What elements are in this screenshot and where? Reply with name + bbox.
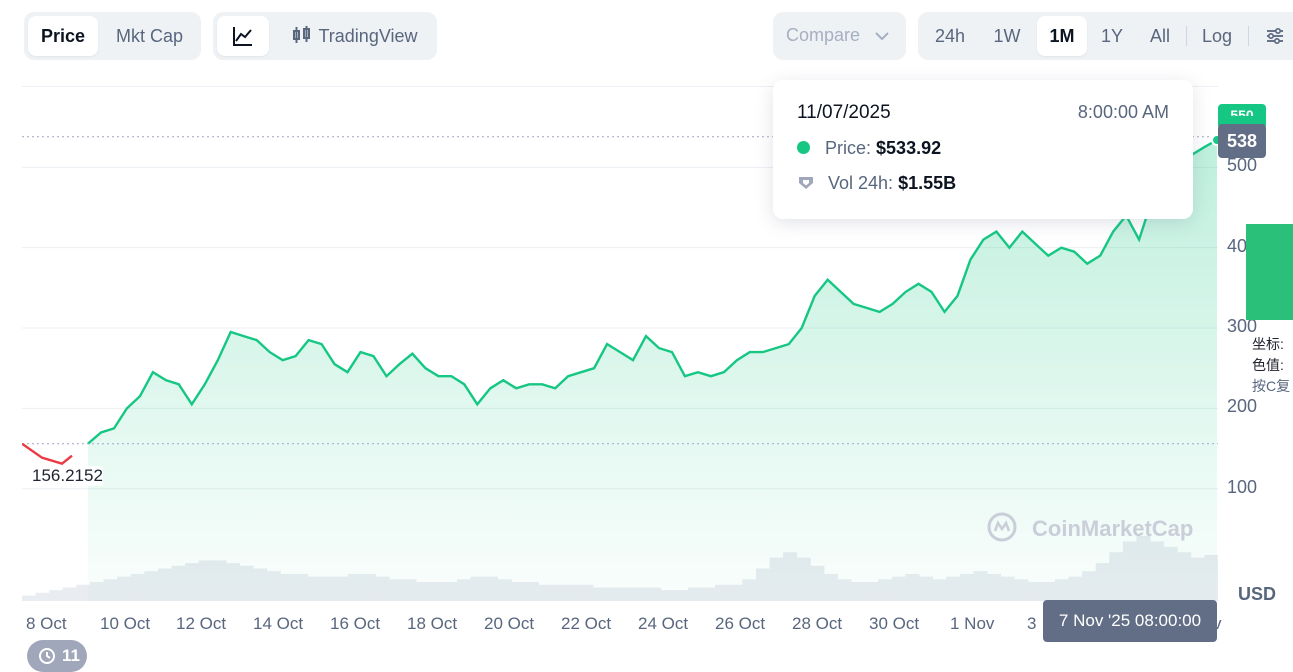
volume-icon	[799, 177, 813, 189]
divider	[1248, 26, 1249, 46]
watermark: CoinMarketCap	[1032, 516, 1194, 541]
settings-button[interactable]	[1258, 16, 1292, 56]
x-tick-label: 3	[1027, 614, 1037, 633]
current-price-tag: 538	[1218, 124, 1266, 158]
tooltip-time: 8:00:00 AM	[1077, 102, 1169, 122]
range-all[interactable]: All	[1149, 26, 1170, 46]
range-1w[interactable]: 1W	[993, 26, 1021, 46]
tab-mkt-cap[interactable]: Mkt Cap	[115, 26, 184, 46]
compare-dropdown[interactable]: Compare	[773, 12, 906, 60]
range-1m[interactable]: 1M	[1037, 16, 1087, 56]
x-tick-label: 26 Oct	[715, 614, 766, 633]
chart-type-toggle: Price Mkt Cap	[24, 12, 201, 60]
x-tick-label: 14 Oct	[253, 614, 304, 633]
volume-bar	[22, 595, 37, 601]
x-tick-label: 16 Oct	[330, 614, 381, 633]
x-tick-label: 22 Oct	[561, 614, 612, 633]
y-tick-label: 100	[1227, 476, 1258, 497]
chart-tooltip: 11/07/2025 8:00:00 AM Price: $533.92 Vol…	[773, 80, 1193, 219]
price-chart[interactable]	[22, 86, 1218, 601]
volume-bar	[35, 592, 50, 601]
history-icon	[39, 648, 55, 664]
volume-bar	[49, 590, 64, 601]
side-copy-hint: 按C复	[1252, 378, 1291, 394]
x-tick-label: 20 Oct	[484, 614, 535, 633]
tooltip-price-value: $533.92	[876, 138, 942, 158]
coinmarketcap-logo-icon	[987, 512, 1017, 542]
chevron-down-icon	[875, 32, 889, 41]
range-24h[interactable]: 24h	[934, 26, 966, 46]
green-dot-icon	[797, 141, 810, 154]
history-badge[interactable]: 11	[27, 640, 87, 672]
history-count: 11	[62, 646, 80, 665]
x-tick-label: 1 Nov	[950, 614, 995, 633]
log-toggle[interactable]: Log	[1201, 26, 1233, 46]
volume-bar	[76, 584, 91, 601]
line-chart-button[interactable]	[217, 16, 269, 56]
x-tick-label: 12 Oct	[176, 614, 227, 633]
x-tick-label: 8 Oct	[26, 614, 67, 633]
y-tick-label: 500	[1227, 155, 1258, 176]
side-widget-image	[1246, 224, 1293, 320]
price-line	[87, 138, 1218, 445]
time-range-selector: 24h 1W 1M 1Y All Log	[918, 12, 1293, 60]
x-tick-label: 18 Oct	[407, 614, 458, 633]
hover-time-badge: 7 Nov '25 08:00:00	[1043, 600, 1217, 642]
y-tick-label: 200	[1227, 396, 1258, 417]
x-tick-label: 10 Oct	[100, 614, 151, 633]
x-tick-label: 30 Oct	[869, 614, 920, 633]
divider	[1186, 26, 1187, 46]
side-color-label: 色值:	[1252, 357, 1284, 373]
tooltip-price-row: Price: $533.92	[797, 138, 941, 159]
price-tag-top: 550	[1218, 104, 1266, 126]
chart-mode-toggle: TradingView	[213, 12, 437, 60]
range-1y[interactable]: 1Y	[1100, 26, 1124, 46]
tab-price[interactable]: Price	[28, 16, 98, 56]
candlestick-icon	[293, 26, 311, 43]
tradingview-button[interactable]: TradingView	[277, 16, 433, 56]
tooltip-volume-value: $1.55B	[898, 173, 957, 193]
tradingview-label: TradingView	[318, 26, 418, 46]
x-tick-label: 24 Oct	[638, 614, 689, 633]
sliders-icon	[1267, 27, 1283, 45]
x-tick-label: 28 Oct	[792, 614, 843, 633]
price-chart-svg	[22, 134, 1218, 601]
price-area-fill	[88, 140, 1217, 601]
hover-point	[1211, 134, 1218, 147]
line-chart-icon	[233, 27, 252, 46]
currency-label: USD	[1238, 584, 1277, 604]
volume-bar	[62, 587, 77, 601]
start-price-label: 156.2152	[32, 466, 103, 486]
compare-label: Compare	[786, 25, 861, 45]
x-tick-label: v	[1213, 614, 1222, 633]
price-line-down-segment	[22, 442, 73, 466]
tooltip-date: 11/07/2025	[797, 102, 891, 123]
y-tick-label: 300	[1227, 316, 1258, 337]
tooltip-volume-row: Vol 24h: $1.55B	[797, 173, 956, 194]
side-coord-label: 坐标:	[1252, 336, 1284, 352]
